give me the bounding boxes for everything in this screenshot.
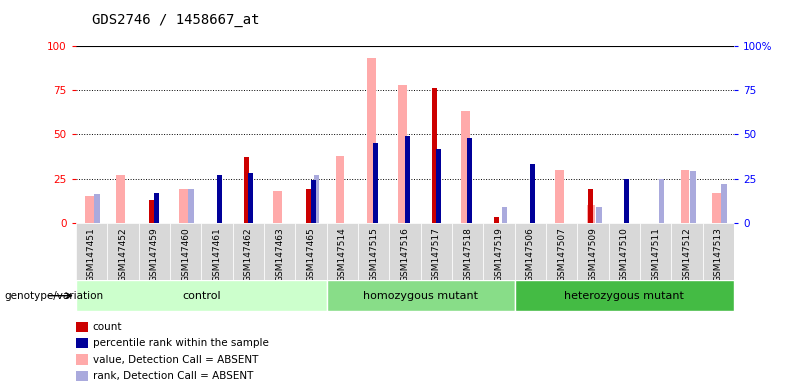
Text: control: control	[182, 291, 220, 301]
Bar	[587, 205, 595, 223]
Bar	[461, 111, 470, 223]
Bar	[85, 196, 93, 223]
Bar	[367, 58, 376, 223]
Text: GSM147463: GSM147463	[275, 227, 284, 282]
Bar	[436, 149, 441, 223]
Text: GSM147452: GSM147452	[118, 227, 128, 282]
Bar	[389, 223, 421, 280]
Bar	[640, 223, 671, 280]
Bar	[405, 136, 409, 223]
Text: heterozygous mutant: heterozygous mutant	[564, 291, 685, 301]
Bar	[295, 223, 326, 280]
Bar	[358, 223, 389, 280]
Bar	[703, 223, 734, 280]
Bar	[609, 223, 640, 280]
Bar	[658, 179, 664, 223]
Text: genotype/variation: genotype/variation	[4, 291, 103, 301]
Bar	[76, 223, 107, 280]
Bar	[306, 189, 311, 223]
Bar	[515, 223, 546, 280]
Bar	[502, 207, 508, 223]
Bar	[494, 217, 500, 223]
Text: GSM147518: GSM147518	[463, 227, 472, 282]
Bar	[326, 280, 515, 311]
Bar	[216, 175, 222, 223]
Bar	[432, 88, 437, 223]
Text: GSM147515: GSM147515	[369, 227, 378, 282]
Text: GSM147514: GSM147514	[338, 227, 347, 282]
Bar	[117, 175, 125, 223]
Bar	[721, 184, 727, 223]
Text: GSM147516: GSM147516	[401, 227, 409, 282]
Bar	[170, 223, 201, 280]
Bar	[188, 189, 194, 223]
Bar	[149, 200, 155, 223]
Bar	[264, 223, 295, 280]
Bar	[76, 280, 326, 311]
Bar	[154, 193, 159, 223]
Bar	[232, 223, 264, 280]
Text: homozygous mutant: homozygous mutant	[363, 291, 478, 301]
Bar	[546, 223, 578, 280]
Text: count: count	[93, 322, 122, 332]
Bar	[94, 194, 100, 223]
Text: GSM147459: GSM147459	[150, 227, 159, 282]
Text: GSM147512: GSM147512	[682, 227, 692, 282]
Bar	[421, 223, 452, 280]
Bar	[452, 223, 484, 280]
Bar	[76, 338, 88, 348]
Bar	[248, 173, 253, 223]
Bar	[596, 207, 602, 223]
Text: GSM147510: GSM147510	[620, 227, 629, 282]
Bar	[468, 138, 472, 223]
Bar	[671, 223, 703, 280]
Bar	[326, 223, 358, 280]
Text: GSM147465: GSM147465	[306, 227, 315, 282]
Bar	[624, 179, 629, 223]
Text: GSM147513: GSM147513	[714, 227, 723, 282]
Bar	[314, 175, 319, 223]
Bar	[398, 85, 407, 223]
Text: GDS2746 / 1458667_at: GDS2746 / 1458667_at	[92, 13, 259, 27]
Bar	[530, 164, 535, 223]
Text: GSM147506: GSM147506	[526, 227, 535, 282]
Bar	[310, 180, 316, 223]
Text: GSM147517: GSM147517	[432, 227, 440, 282]
Text: rank, Detection Call = ABSENT: rank, Detection Call = ABSENT	[93, 371, 253, 381]
Text: GSM147462: GSM147462	[243, 227, 253, 282]
Bar	[681, 170, 689, 223]
Text: GSM147507: GSM147507	[557, 227, 567, 282]
Bar	[76, 322, 88, 332]
Bar	[273, 191, 282, 223]
Text: GSM147451: GSM147451	[87, 227, 96, 282]
Bar	[588, 189, 594, 223]
Bar	[179, 189, 188, 223]
Text: percentile rank within the sample: percentile rank within the sample	[93, 338, 268, 348]
Bar	[373, 143, 378, 223]
Text: GSM147511: GSM147511	[651, 227, 660, 282]
Bar	[76, 371, 88, 381]
Bar	[578, 223, 609, 280]
Bar	[201, 223, 232, 280]
Bar	[712, 193, 721, 223]
Bar	[336, 156, 345, 223]
Text: GSM147460: GSM147460	[181, 227, 190, 282]
Bar	[690, 172, 696, 223]
Text: GSM147461: GSM147461	[212, 227, 221, 282]
Text: GSM147519: GSM147519	[495, 227, 504, 282]
Bar	[243, 157, 248, 223]
Bar	[555, 170, 564, 223]
Text: value, Detection Call = ABSENT: value, Detection Call = ABSENT	[93, 354, 258, 364]
Bar	[484, 223, 515, 280]
Text: GSM147509: GSM147509	[589, 227, 598, 282]
Bar	[515, 280, 734, 311]
Bar	[139, 223, 170, 280]
Bar	[107, 223, 139, 280]
Bar	[76, 354, 88, 365]
